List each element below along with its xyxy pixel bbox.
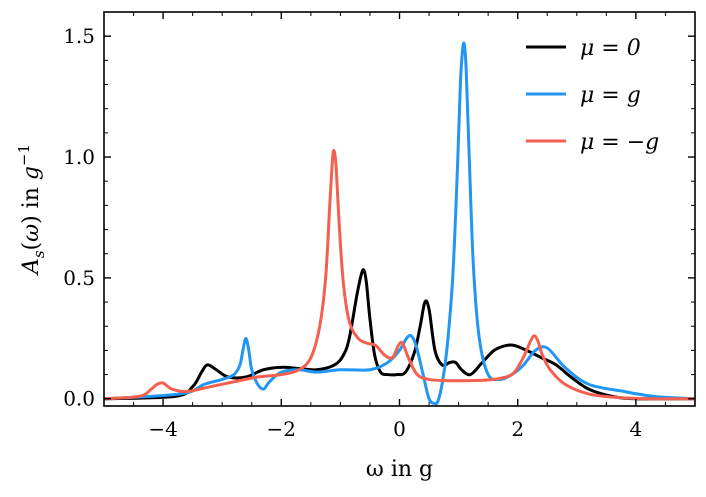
y-tick-label: 0.0	[63, 387, 95, 411]
plot-frame	[103, 11, 696, 407]
legend-label-mu-0: μ = 0	[580, 36, 641, 61]
y-tick-label: 1.5	[63, 24, 95, 48]
x-tick-label: 0	[393, 417, 406, 441]
legend-label-mu-g: μ = g	[580, 83, 641, 108]
series-line-mu-0	[104, 268, 695, 401]
y-tick-label: 0.5	[63, 266, 95, 290]
series-layer	[104, 41, 695, 406]
legend: μ = 0 μ = g μ = −g	[526, 36, 659, 155]
x-tick-label: −4	[148, 417, 177, 441]
y-tick-label: 1.0	[63, 145, 95, 169]
series-line-mu-minus-g	[104, 149, 695, 401]
x-tick-label: 4	[630, 417, 643, 441]
y-axis-label-group: As(ω) in g−1	[15, 144, 48, 276]
x-tick-label: −2	[267, 417, 296, 441]
x-axis-label: ω in g	[366, 457, 433, 482]
tick-layer: −4 −2 0 2 4 0.0 0.5 1.0 1.5	[63, 11, 696, 441]
legend-label-mu-minus-g: μ = −g	[580, 130, 659, 155]
x-tick-label: 2	[511, 417, 524, 441]
y-axis-label: As(ω) in g−1	[15, 144, 48, 276]
